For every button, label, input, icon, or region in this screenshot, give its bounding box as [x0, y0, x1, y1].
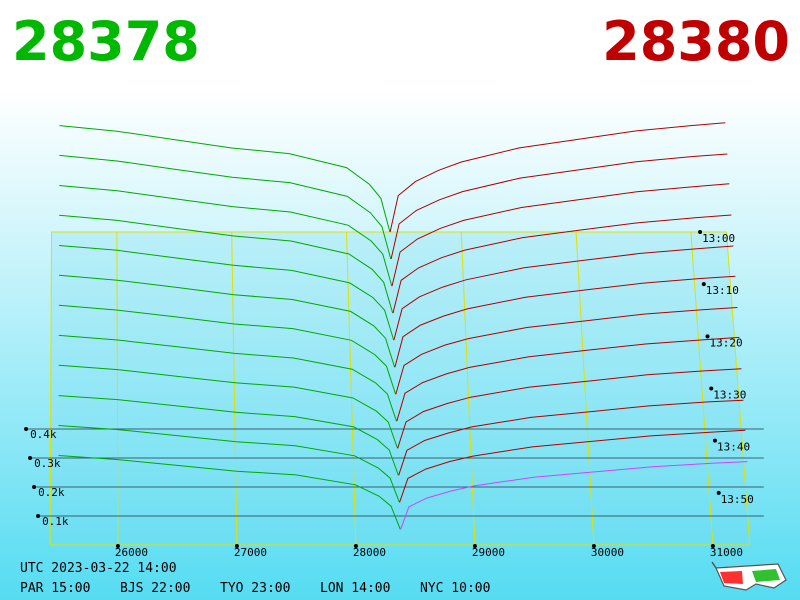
- y-tick-label: 0.1k: [42, 515, 69, 528]
- bid-depth-line: [58, 334, 397, 422]
- ask-depth-line: [400, 461, 748, 530]
- x-tick-mark: [353, 544, 358, 548]
- z-tick-label: 13:10: [706, 284, 739, 297]
- grid-line: [231, 231, 238, 546]
- bid-depth-line: [59, 214, 394, 314]
- x-tick-mark: [710, 544, 715, 548]
- y-tick-mark: [32, 485, 37, 489]
- grid-line: [116, 231, 119, 546]
- ask-depth-line: [397, 368, 742, 449]
- y-tick-mark: [36, 514, 41, 518]
- bid-depth-line: [58, 425, 400, 503]
- floor: [49, 231, 751, 546]
- grid-line: [460, 231, 476, 546]
- x-tick-mark: [234, 544, 239, 548]
- ask-depth-line: [396, 336, 740, 422]
- grid-line: [575, 231, 595, 546]
- bid-depth-line: [58, 364, 398, 449]
- 3d-glasses-icon: [711, 561, 787, 591]
- ask-depth-line: [394, 275, 736, 368]
- z-tick-label: 13:30: [713, 389, 746, 402]
- bid-price: 28378: [12, 10, 200, 73]
- x-tick-label: 27000: [234, 546, 267, 559]
- ask-depth-line: [393, 245, 734, 341]
- bid-depth-line: [59, 185, 393, 287]
- utc-time: UTC 2023-03-22 14:00: [20, 561, 177, 576]
- grid-line: [690, 231, 714, 546]
- y-tick-label: 0.2k: [38, 486, 65, 499]
- x-tick-label: 29000: [472, 546, 505, 559]
- zone-time: TYO 23:00: [220, 581, 290, 596]
- ask-depth-line: [390, 153, 728, 260]
- plot: 26000 27000 28000 29000 30000 31000 0.1k 0.2k 0.…: [24, 122, 764, 559]
- x-tick-label: 31000: [710, 546, 743, 559]
- zone-time: PAR 15:00: [20, 581, 90, 596]
- x-tick-label: 26000: [115, 546, 148, 559]
- y-tick-label: 0.4k: [30, 428, 57, 441]
- time-zones: PAR 15:00 BJS 22:00 TYO 23:00 LON 14:00 NYC …: [20, 581, 490, 596]
- zone-time: NYC 10:00: [420, 581, 490, 596]
- ask-depth-line: [398, 399, 744, 476]
- ask-price: 28380: [602, 10, 790, 73]
- ask-depth-line: [389, 122, 726, 233]
- bid-depth-line: [58, 395, 399, 476]
- bid-depth-line: [59, 154, 392, 260]
- y-tick-label: 0.3k: [34, 457, 61, 470]
- bid-depth-line: [58, 274, 396, 368]
- z-tick-mark: [705, 334, 710, 339]
- ask-depth-line: [392, 214, 732, 314]
- z-tick-mark: [701, 282, 706, 287]
- z-tick-label: 13:50: [721, 493, 754, 506]
- ask-depth-line: [391, 183, 730, 287]
- ask-depth-line: [399, 429, 746, 503]
- z-tick-mark: [712, 438, 717, 443]
- x-tick-label: 28000: [353, 546, 386, 559]
- z-tick-label: 13:00: [702, 232, 735, 245]
- z-tick-mark: [716, 490, 721, 495]
- bid-depth-line: [59, 125, 391, 233]
- zone-time: BJS 22:00: [120, 581, 190, 596]
- z-tick-mark: [698, 230, 703, 234]
- x-tick-mark: [472, 544, 477, 548]
- y-tick-mark: [24, 427, 29, 431]
- x-tick-mark: [115, 544, 120, 548]
- z-tick-mark: [709, 386, 714, 391]
- grid-line: [345, 231, 357, 546]
- ask-depth-line: [395, 307, 738, 395]
- zone-time: LON 14:00: [320, 581, 390, 596]
- z-tick-label: 13:20: [710, 336, 743, 349]
- x-tick-mark: [591, 544, 596, 548]
- x-tick-label: 30000: [591, 546, 624, 559]
- bid-depth-line: [58, 304, 397, 395]
- z-tick-label: 13:40: [717, 441, 750, 454]
- bid-depth-line: [59, 245, 395, 341]
- bid-depth-line: [58, 455, 401, 530]
- y-tick-mark: [28, 456, 33, 460]
